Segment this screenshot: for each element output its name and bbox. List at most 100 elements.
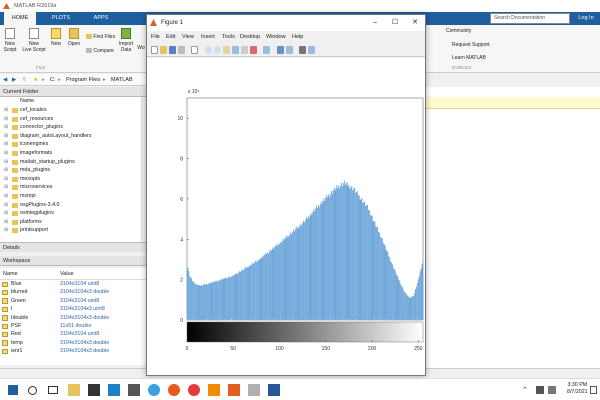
menu-window[interactable]: Window — [266, 34, 286, 40]
app-icon[interactable] — [128, 384, 140, 396]
new-live-script-button[interactable]: New Live Script — [22, 28, 46, 53]
expand-icon[interactable]: ⊞ — [4, 150, 9, 156]
network-icon[interactable] — [536, 386, 544, 394]
workspace-button-partial[interactable]: Wo — [137, 45, 145, 51]
learn-matlab-link[interactable]: Learn MATLAB — [452, 55, 486, 61]
colorbar-icon[interactable] — [277, 46, 284, 54]
hide-plot-tools-icon[interactable] — [299, 46, 306, 54]
expand-icon[interactable]: ⊞ — [4, 184, 9, 191]
workspace-variable-row[interactable]: Idouble 3104x3104x3 double — [0, 314, 150, 322]
figure-titlebar[interactable]: Figure 1 – ☐ ✕ — [147, 15, 425, 31]
open-button[interactable]: Open — [66, 28, 82, 47]
breadcrumb-drive[interactable]: C: — [50, 77, 56, 83]
save-icon[interactable] — [169, 46, 176, 54]
address-bar[interactable]: ◀ ▶ ⇧ ■ ▸ C: ▸ Program Files ▸ MATLAB — [0, 74, 150, 86]
volume-icon[interactable] — [548, 386, 556, 394]
tab-home[interactable]: HOME — [4, 12, 36, 25]
notification-icon[interactable] — [590, 386, 597, 394]
name-column-header[interactable]: Name — [20, 98, 35, 104]
menu-edit[interactable]: Edit — [166, 34, 176, 40]
folder-list-item[interactable]: ⊞ platforms — [0, 218, 140, 227]
opera-icon[interactable] — [188, 384, 200, 396]
search-icon[interactable] — [28, 386, 37, 395]
expand-icon[interactable]: ⊞ — [4, 201, 9, 208]
folder-list-item[interactable]: ⊞ microservices — [0, 183, 140, 192]
word-icon[interactable] — [268, 384, 280, 396]
expand-icon[interactable]: ⊞ — [4, 227, 9, 234]
new-figure-icon[interactable] — [151, 46, 158, 54]
tab-apps[interactable]: APPS — [93, 15, 109, 21]
folder-list-item[interactable]: ⊞ imageformats — [0, 149, 140, 158]
folder-list-item[interactable]: ⊞ osintegplugins — [0, 209, 140, 218]
folder-list-item[interactable]: ⊞ printsupport — [0, 226, 140, 235]
workspace-variable-row[interactable]: temp 3104x3104x3 double — [0, 339, 150, 347]
link-icon[interactable] — [263, 46, 270, 54]
brush-icon[interactable] — [250, 46, 257, 54]
folder-list-item[interactable]: ⊞ mexopts — [0, 175, 140, 184]
find-files-button[interactable]: Find Files — [86, 34, 116, 40]
expand-icon[interactable]: ⊞ — [4, 124, 9, 131]
folder-list-item[interactable]: ⊞ msmpi — [0, 192, 140, 201]
folder-list-item[interactable]: ⊞ diagram_autoLayout_handlers — [0, 132, 140, 141]
details-panel-header[interactable]: Details — [0, 242, 150, 252]
close-button[interactable]: ✕ — [412, 19, 418, 26]
search-documentation-input[interactable]: Search Documentation — [490, 13, 570, 24]
edge-browser-icon[interactable] — [148, 384, 160, 396]
task-view-icon[interactable] — [48, 386, 58, 394]
new-script-button[interactable]: New Script — [2, 28, 18, 53]
expand-icon[interactable]: ⊞ — [4, 115, 9, 122]
pan-icon[interactable] — [223, 46, 230, 54]
file-explorer-icon[interactable] — [68, 384, 80, 396]
workspace-variable-row[interactable]: wnr1 3104x3104x3 double — [0, 347, 150, 355]
community-link[interactable]: Community — [446, 28, 472, 34]
workspace-name-column[interactable]: Name — [3, 271, 18, 277]
minimize-button[interactable]: – — [373, 19, 377, 26]
figure-canvas[interactable]: 0 2 4 6 8 10 0 50 100 150 200 250 x 10⁴ — [147, 58, 425, 375]
firefox-icon[interactable] — [168, 384, 180, 396]
workspace-variable-row[interactable]: blurred 3104x3104x3 double — [0, 288, 150, 296]
menu-desktop[interactable]: Desktop — [240, 34, 261, 40]
show-plot-tools-icon[interactable] — [308, 46, 315, 54]
browse-folder-icon[interactable]: ■ — [34, 77, 38, 83]
menu-help[interactable]: Help — [292, 34, 304, 40]
folder-list-item[interactable]: ⊞ iconengines — [0, 140, 140, 149]
back-arrow-icon[interactable]: ◀ — [3, 77, 8, 83]
open-file-icon[interactable] — [160, 46, 167, 54]
login-button[interactable]: Log In — [578, 15, 594, 21]
expand-icon[interactable]: ⊞ — [4, 218, 9, 225]
menu-file[interactable]: File — [151, 34, 160, 40]
workspace-variable-row[interactable]: PSF 11x51 double — [0, 322, 150, 330]
vlc-icon[interactable] — [208, 384, 220, 396]
app-icon[interactable] — [248, 384, 260, 396]
folder-list-item[interactable]: ⊞ osgPlugins-3.4.0 — [0, 201, 140, 210]
folder-list-item[interactable]: ⊞ matlab_startup_plugins — [0, 158, 140, 167]
expand-icon[interactable]: ⊞ — [4, 158, 9, 165]
expand-icon[interactable]: ⊞ — [4, 167, 9, 174]
zoom-in-icon[interactable] — [205, 46, 212, 54]
workspace-value-column[interactable]: Value — [60, 271, 74, 277]
rotate-icon[interactable] — [232, 46, 239, 54]
zoom-out-icon[interactable] — [214, 46, 221, 54]
workspace-variable-row[interactable]: Blue 3104x3104 uint8 — [0, 280, 150, 288]
workspace-variable-row[interactable]: Green 3104x3104 uint8 — [0, 297, 150, 305]
request-support-link[interactable]: Request Support — [452, 42, 490, 48]
command-window[interactable] — [420, 87, 600, 368]
menu-view[interactable]: View — [182, 34, 194, 40]
menu-tools[interactable]: Tools — [222, 34, 235, 40]
windows-start-icon[interactable] — [8, 385, 18, 395]
folder-list-item[interactable]: ⊞ connector_plugins — [0, 123, 140, 132]
breadcrumb-program-files[interactable]: Program Files — [66, 77, 101, 83]
expand-icon[interactable]: ⊞ — [4, 141, 9, 148]
tab-plots[interactable]: PLOTS — [51, 15, 71, 21]
matlab-taskbar-icon[interactable] — [228, 384, 240, 396]
compare-button[interactable]: Compare — [86, 48, 116, 54]
expand-icon[interactable]: ⊞ — [4, 132, 9, 139]
expand-icon[interactable]: ⊞ — [4, 210, 9, 217]
data-cursor-icon[interactable] — [241, 46, 248, 54]
expand-icon[interactable]: ⊞ — [4, 107, 9, 113]
folder-up-icon[interactable]: ⇧ — [22, 77, 27, 83]
mail-icon[interactable] — [108, 384, 120, 396]
folder-list-item[interactable]: ⊞ mda_plugins — [0, 166, 140, 175]
maximize-button[interactable]: ☐ — [391, 19, 399, 26]
